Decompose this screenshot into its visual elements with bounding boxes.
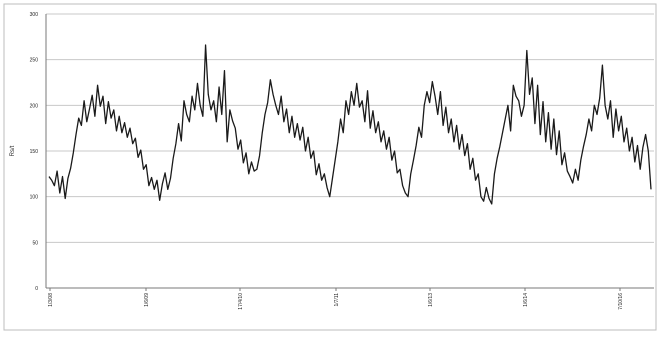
x-tick-label: 1/6/09 <box>144 293 150 307</box>
axes <box>45 14 654 289</box>
y-axis-label: Rs/t <box>10 145 16 156</box>
y-tick-label: 150 <box>30 149 39 155</box>
y-tick-label: 100 <box>30 195 39 201</box>
x-tick-labels: 1/3/08 1/6/09 17/4/10 1/7/11 1/6/13 1/6/14 7/1… <box>48 288 624 310</box>
y-tick-label: 50 <box>32 240 38 246</box>
x-tick-label: 17/4/10 <box>238 293 244 310</box>
chart-frame <box>3 3 657 331</box>
x-tick-label: 1/6/14 <box>523 293 529 307</box>
grid-lines <box>46 13 654 243</box>
price-series-line <box>48 44 652 205</box>
x-tick-label: 1/6/13 <box>428 293 434 307</box>
y-tick-label: 200 <box>30 103 39 109</box>
x-tick-label: 1/7/11 <box>334 293 340 307</box>
y-tick-labels: 0 50 100 150 200 250 300 <box>30 12 39 292</box>
y-tick-label: 0 <box>35 286 38 292</box>
y-tick-label: 250 <box>30 58 39 64</box>
y-tick-label: 300 <box>30 12 39 18</box>
x-tick-label: 1/3/08 <box>48 293 54 307</box>
series-layer <box>48 44 652 205</box>
x-tick-label: 7/10/16 <box>618 293 624 310</box>
